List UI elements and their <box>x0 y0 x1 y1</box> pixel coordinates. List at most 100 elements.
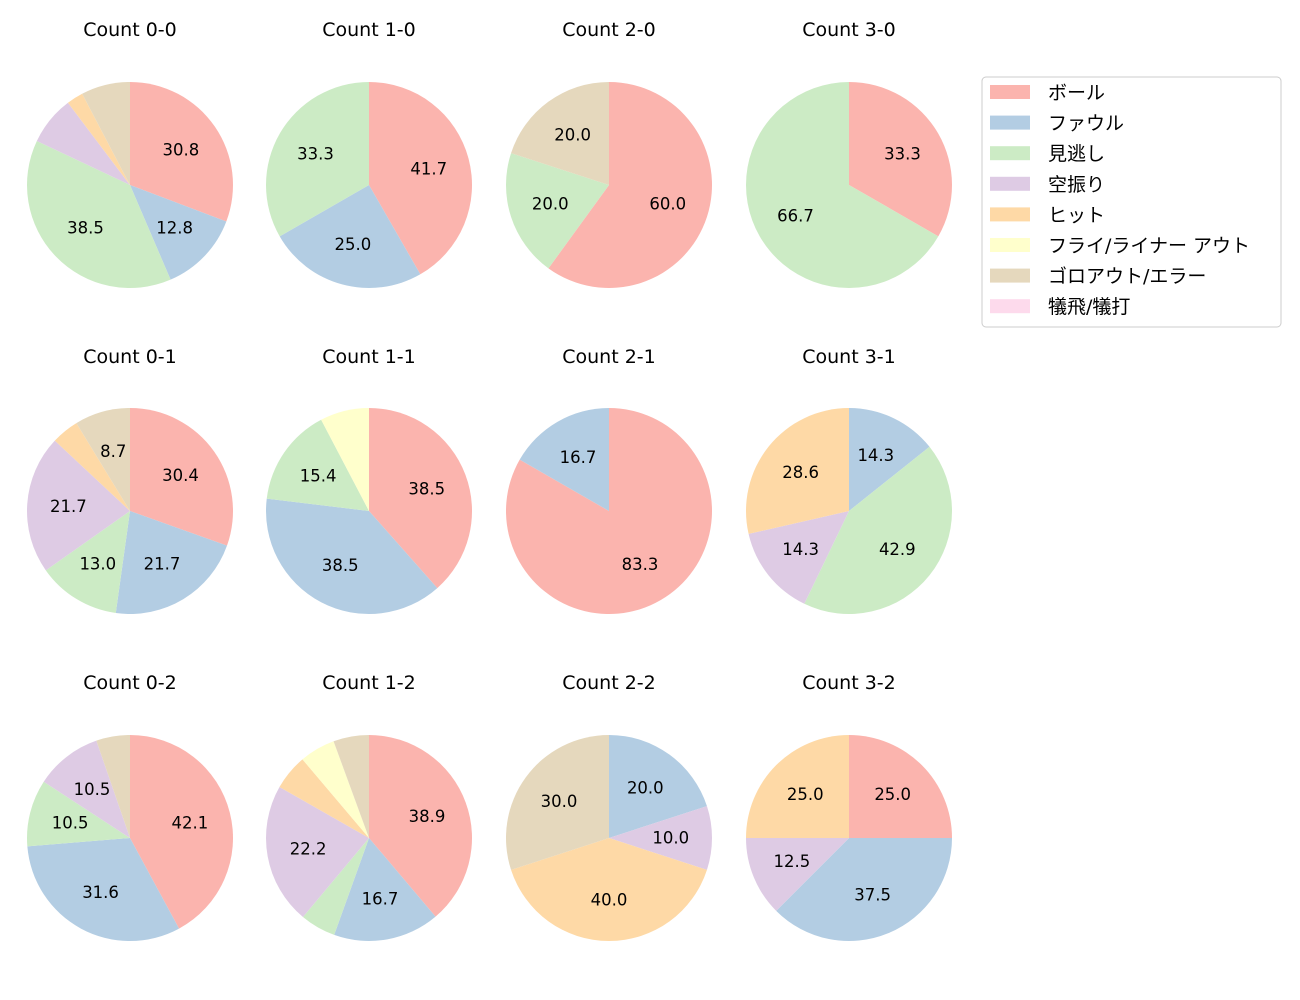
pie-slice-1 <box>548 82 712 288</box>
pie-count-2-1: Count 2-1 83.3 16.7 <box>505 346 712 614</box>
pie-slice-4 <box>36 102 130 185</box>
slice-label: 40.0 <box>591 890 628 909</box>
slice-label: 33.3 <box>884 145 921 164</box>
pie-title: Count 1-2 <box>322 672 416 694</box>
slice-label: 38.5 <box>408 480 445 499</box>
legend-entry: 犠飛/犠打 <box>1048 296 1130 318</box>
legend-entry: ボール <box>1048 82 1105 104</box>
pie-title: Count 3-1 <box>802 346 896 368</box>
slice-label: 66.7 <box>777 206 814 225</box>
pie-slice-7 <box>96 735 130 838</box>
pie-slice-3 <box>745 82 939 288</box>
pie-slice-3 <box>506 153 609 269</box>
pie-slice-3 <box>266 82 369 237</box>
pie-slice-7 <box>511 82 609 185</box>
slice-label: 38.5 <box>322 556 359 575</box>
pie-title: Count 2-0 <box>562 19 656 41</box>
legend-entry: ヒット <box>1048 204 1105 226</box>
pie-count-3-0: Count 3-0 33.3 66.7 <box>745 19 953 288</box>
pie-slice-7 <box>76 408 130 511</box>
slice-label: 31.6 <box>82 883 119 902</box>
pie-slice-5 <box>511 838 707 941</box>
pie-slice-4 <box>746 838 849 911</box>
legend-swatch <box>990 207 1030 222</box>
pie-title: Count 0-0 <box>83 19 177 41</box>
slice-label: 38.5 <box>67 218 104 237</box>
pie-slice-3 <box>45 511 130 614</box>
slice-label: 22.2 <box>290 839 327 858</box>
pie-slice-4 <box>43 740 130 838</box>
pie-count-2-0: Count 2-0 60.0 20.0 20.0 <box>506 19 712 288</box>
slice-label: 38.9 <box>409 807 446 826</box>
pie-slice-5 <box>54 423 130 511</box>
pie-slice-6 <box>321 408 369 511</box>
pie-slice-5 <box>745 408 849 534</box>
slice-label: 16.7 <box>362 889 399 908</box>
pie-title: Count 2-2 <box>562 672 656 694</box>
pie-slice-6 <box>302 741 369 838</box>
slice-label: 42.1 <box>172 813 209 832</box>
slice-label: 13.0 <box>79 554 116 573</box>
slice-label: 10.5 <box>52 813 89 832</box>
pie-slice-3 <box>302 838 369 935</box>
legend-swatch <box>990 146 1030 161</box>
pie-count-0-1: Count 0-1 30.4 21.7 13.0 21.7 8.7 <box>26 346 234 614</box>
slice-label: 37.5 <box>854 886 891 905</box>
pie-slice-7 <box>82 82 130 185</box>
pie-slice-1 <box>849 82 953 237</box>
pie-title: Count 2-1 <box>562 346 656 368</box>
slice-label: 12.5 <box>774 852 811 871</box>
pie-slice-5 <box>67 93 130 185</box>
pie-slice-2 <box>27 838 180 941</box>
slice-label: 8.7 <box>100 442 126 461</box>
slice-label: 20.0 <box>554 126 591 145</box>
pie-slice-3 <box>26 141 171 289</box>
pie-count-0-2: Count 0-2 42.1 31.6 10.5 10.5 <box>27 672 233 941</box>
pie-slice-2 <box>130 185 227 280</box>
slice-label: 16.7 <box>560 448 597 467</box>
pie-slice-1 <box>369 408 472 589</box>
slice-label: 10.5 <box>74 780 111 799</box>
pie-slice-3 <box>804 446 952 614</box>
legend-entry: 見逃し <box>1048 143 1105 165</box>
pie-count-2-2: Count 2-2 20.0 10.0 40.0 30.0 <box>506 672 712 941</box>
pie-slice-1 <box>369 82 472 275</box>
pie-title: Count 1-0 <box>322 19 416 41</box>
pie-slice-1 <box>849 735 952 838</box>
pie-count-0-0: Count 0-0 30.8 12.8 38.5 <box>26 19 233 289</box>
legend-entry: ゴロアウト/エラー <box>1048 266 1206 288</box>
pie-slice-7 <box>333 735 369 838</box>
pie-count-3-1: Count 3-1 14.3 42.9 14.3 28.6 <box>745 346 952 614</box>
pie-slice-2 <box>115 511 227 614</box>
legend-entry: フライ/ライナー アウト <box>1048 235 1250 257</box>
slice-label: 25.0 <box>874 785 911 804</box>
slice-label: 10.0 <box>652 829 689 848</box>
pie-slice-1 <box>130 408 234 546</box>
pie-count-1-0: Count 1-0 41.7 25.0 33.3 <box>266 19 472 288</box>
slice-label: 21.7 <box>144 554 181 573</box>
pie-slice-4 <box>609 806 712 870</box>
pie-slice-3 <box>27 781 130 847</box>
legend-swatch <box>990 238 1030 252</box>
slice-label: 12.8 <box>156 218 193 237</box>
slice-label: 21.7 <box>50 497 87 516</box>
slice-label: 20.0 <box>627 779 664 798</box>
slice-label: 30.0 <box>541 792 578 811</box>
slice-label: 14.3 <box>857 446 894 465</box>
pie-title: Count 3-0 <box>802 19 896 41</box>
pie-slice-2 <box>849 408 930 511</box>
slice-label: 15.4 <box>300 466 337 485</box>
pie-slice-2 <box>334 838 436 942</box>
pie-title: Count 3-2 <box>802 672 896 694</box>
pie-title: Count 0-1 <box>83 346 177 368</box>
pie-slice-2 <box>519 408 609 511</box>
slice-label: 25.0 <box>787 785 824 804</box>
slice-label: 30.4 <box>162 466 199 485</box>
pie-slice-2 <box>279 185 421 288</box>
slice-label: 30.8 <box>162 140 199 159</box>
pie-count-3-2: Count 3-2 25.0 37.5 12.5 25.0 <box>746 672 952 941</box>
pie-count-1-2: Count 1-2 38.9 16.7 22.2 <box>266 672 472 942</box>
legend-swatch <box>990 176 1030 191</box>
